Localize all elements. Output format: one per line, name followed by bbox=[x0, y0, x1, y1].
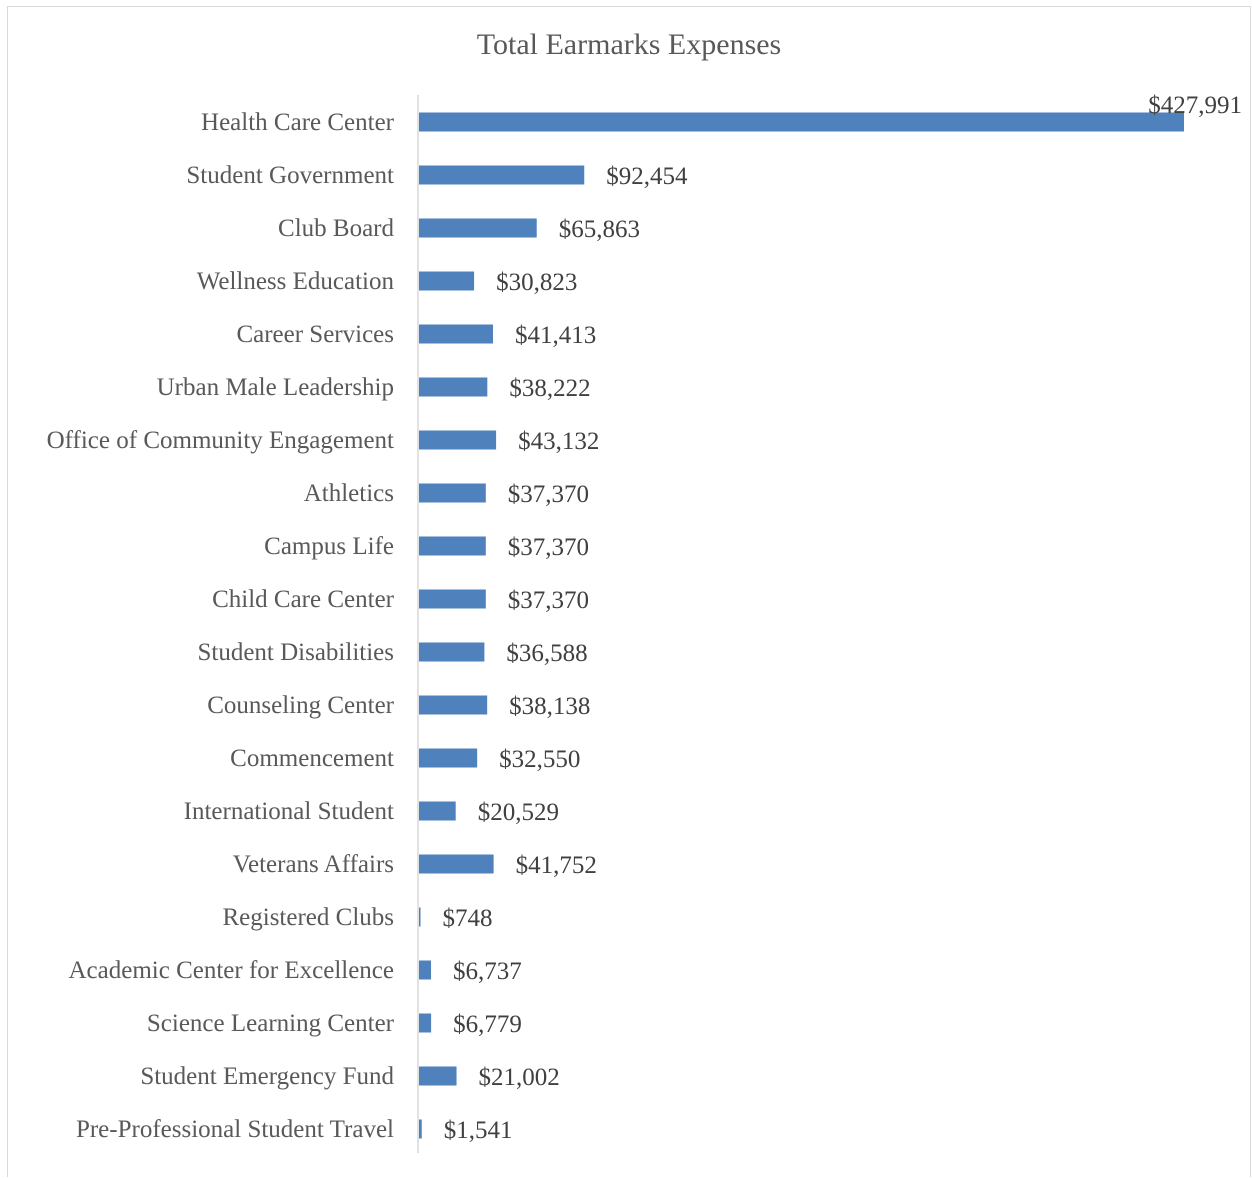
bar bbox=[419, 271, 475, 291]
category-label: Student Government bbox=[186, 162, 394, 189]
category-label: Health Care Center bbox=[201, 109, 395, 136]
bar bbox=[419, 377, 488, 397]
bar bbox=[419, 536, 486, 556]
data-label: $41,752 bbox=[516, 852, 597, 879]
category-label: Club Board bbox=[278, 215, 394, 242]
data-label: $21,002 bbox=[479, 1064, 560, 1091]
category-label: Athletics bbox=[304, 480, 394, 507]
data-label: $748 bbox=[443, 905, 493, 932]
category-label: Commencement bbox=[230, 745, 394, 772]
data-label: $37,370 bbox=[508, 481, 589, 508]
bar bbox=[419, 801, 456, 821]
category-label: Office of Community Engagement bbox=[47, 427, 394, 454]
data-label: $427,991 bbox=[1148, 92, 1242, 119]
bar bbox=[419, 218, 537, 238]
category-label: Child Care Center bbox=[212, 586, 395, 613]
bar bbox=[419, 748, 478, 768]
category-label: Student Emergency Fund bbox=[140, 1063, 394, 1090]
bar bbox=[419, 695, 488, 715]
data-label: $36,588 bbox=[506, 640, 587, 667]
category-label: Veterans Affairs bbox=[233, 851, 394, 878]
category-label: Counseling Center bbox=[207, 692, 394, 719]
data-label: $6,737 bbox=[453, 958, 522, 985]
chart-frame bbox=[7, 6, 1251, 1177]
data-label: $1,541 bbox=[444, 1117, 513, 1144]
category-label: Academic Center for Excellence bbox=[68, 957, 394, 984]
data-label: $20,529 bbox=[478, 799, 559, 826]
bar bbox=[419, 642, 485, 662]
bar bbox=[419, 960, 432, 980]
category-label: Registered Clubs bbox=[222, 904, 394, 931]
bar bbox=[419, 165, 585, 185]
data-label: $32,550 bbox=[499, 746, 580, 773]
category-label: Science Learning Center bbox=[147, 1010, 395, 1037]
data-label: $65,863 bbox=[559, 216, 640, 243]
data-label: $37,370 bbox=[508, 587, 589, 614]
bar bbox=[419, 324, 494, 344]
data-label: $30,823 bbox=[496, 269, 577, 296]
category-label: Wellness Education bbox=[197, 268, 395, 295]
data-label: $38,138 bbox=[509, 693, 590, 720]
category-label: Urban Male Leadership bbox=[157, 374, 394, 401]
bar bbox=[419, 112, 1184, 132]
data-label: $92,454 bbox=[606, 163, 688, 190]
category-label: Pre-Professional Student Travel bbox=[76, 1116, 394, 1143]
data-label: $6,779 bbox=[453, 1011, 522, 1038]
bar bbox=[419, 854, 494, 874]
bar bbox=[419, 589, 486, 609]
data-label: $43,132 bbox=[518, 428, 599, 455]
bar bbox=[419, 1119, 422, 1139]
data-label: $38,222 bbox=[509, 375, 590, 402]
bar bbox=[419, 1066, 457, 1086]
bar bbox=[419, 1013, 432, 1033]
chart-title: Total Earmarks Expenses bbox=[476, 28, 782, 61]
data-label: $41,413 bbox=[515, 322, 596, 349]
bar bbox=[419, 907, 421, 927]
category-label: Career Services bbox=[236, 321, 394, 348]
bar bbox=[419, 483, 486, 503]
category-label: International Student bbox=[184, 798, 394, 825]
category-label: Campus Life bbox=[264, 533, 394, 560]
category-label: Student Disabilities bbox=[197, 639, 394, 666]
bar bbox=[419, 430, 497, 450]
data-label: $37,370 bbox=[508, 534, 589, 561]
